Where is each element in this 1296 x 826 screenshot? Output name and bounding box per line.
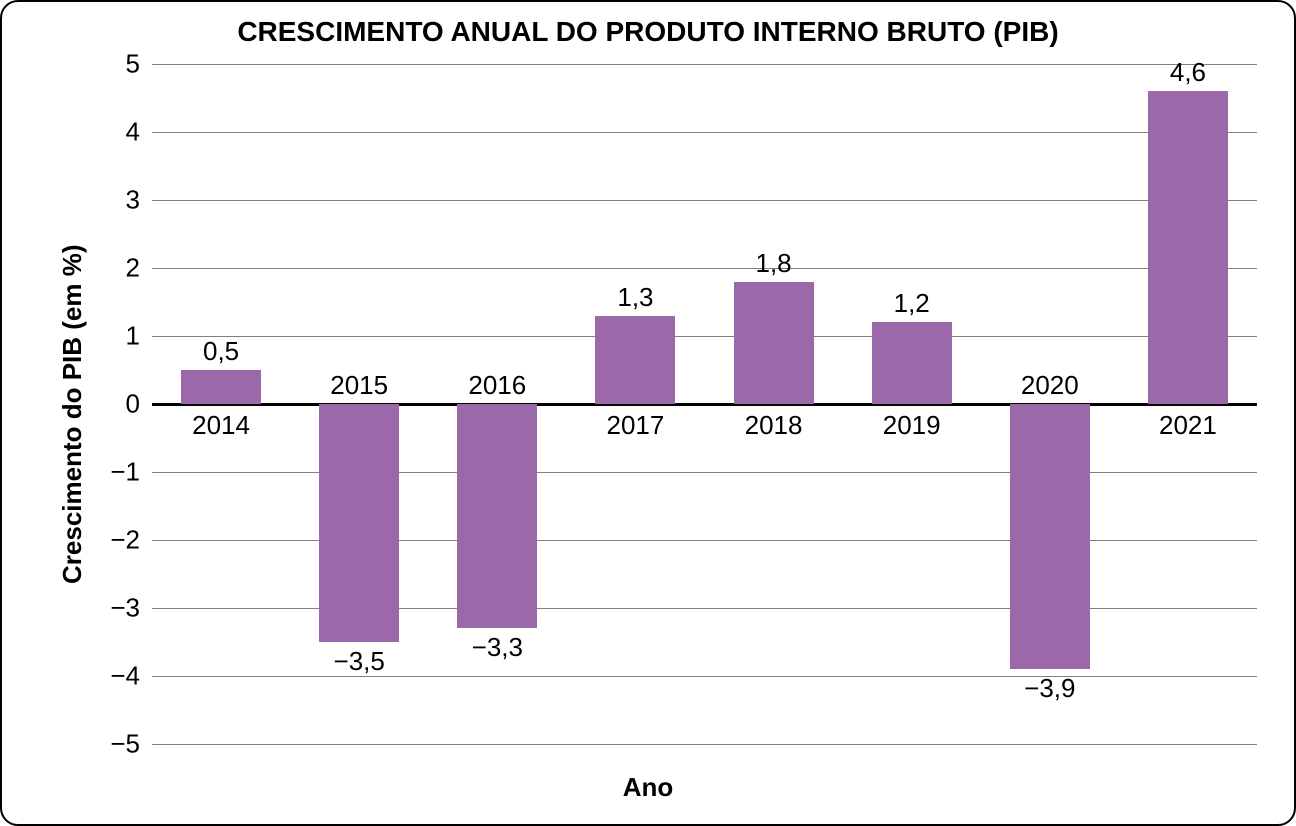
category-label: 2018 bbox=[745, 410, 803, 441]
category-label: 2021 bbox=[1159, 410, 1217, 441]
chart-frame: CRESCIMENTO ANUAL DO PRODUTO INTERNO BRU… bbox=[0, 0, 1296, 826]
chart-title: CRESCIMENTO ANUAL DO PRODUTO INTERNO BRU… bbox=[2, 16, 1294, 48]
bar bbox=[734, 282, 814, 404]
bar-value-label: −3,3 bbox=[472, 632, 523, 663]
y-tick-label: −2 bbox=[110, 525, 152, 556]
y-tick-label: 3 bbox=[126, 185, 152, 216]
bar-value-label: 4,6 bbox=[1170, 57, 1206, 88]
category-label: 2014 bbox=[192, 410, 250, 441]
plot-area: −5−4−3−2−10123450,52014−3,52015−3,320161… bbox=[152, 64, 1257, 744]
gridline bbox=[152, 268, 1257, 269]
gridline bbox=[152, 540, 1257, 541]
gridline bbox=[152, 132, 1257, 133]
bar bbox=[1148, 91, 1228, 404]
y-tick-label: 1 bbox=[126, 321, 152, 352]
category-label: 2016 bbox=[468, 370, 526, 401]
category-label: 2015 bbox=[330, 370, 388, 401]
y-tick-label: 2 bbox=[126, 253, 152, 284]
y-tick-label: −5 bbox=[110, 729, 152, 760]
category-label: 2019 bbox=[883, 410, 941, 441]
bar-value-label: −3,5 bbox=[334, 646, 385, 677]
zero-axis-line bbox=[152, 403, 1257, 406]
bar bbox=[595, 316, 675, 404]
category-label: 2017 bbox=[607, 410, 665, 441]
category-label: 2020 bbox=[1021, 370, 1079, 401]
gridline bbox=[152, 200, 1257, 201]
y-tick-label: −1 bbox=[110, 457, 152, 488]
bar bbox=[319, 404, 399, 642]
bar-value-label: 1,8 bbox=[755, 248, 791, 279]
bar bbox=[1010, 404, 1090, 669]
bar bbox=[181, 370, 261, 404]
gridline bbox=[152, 64, 1257, 65]
gridline bbox=[152, 472, 1257, 473]
y-tick-label: −3 bbox=[110, 593, 152, 624]
y-tick-label: −4 bbox=[110, 661, 152, 692]
gridline bbox=[152, 676, 1257, 677]
x-axis-label: Ano bbox=[2, 772, 1294, 803]
bar-value-label: 1,3 bbox=[617, 282, 653, 313]
bar bbox=[457, 404, 537, 628]
bar-value-label: 1,2 bbox=[894, 288, 930, 319]
y-tick-label: 5 bbox=[126, 49, 152, 80]
gridline bbox=[152, 744, 1257, 745]
bar-value-label: −3,9 bbox=[1024, 673, 1075, 704]
gridline bbox=[152, 608, 1257, 609]
y-tick-label: 0 bbox=[126, 389, 152, 420]
bar-value-label: 0,5 bbox=[203, 336, 239, 367]
bar bbox=[872, 322, 952, 404]
y-tick-label: 4 bbox=[126, 117, 152, 148]
y-axis-label: Crescimento do PIB (em %) bbox=[57, 244, 88, 584]
gridline bbox=[152, 336, 1257, 337]
